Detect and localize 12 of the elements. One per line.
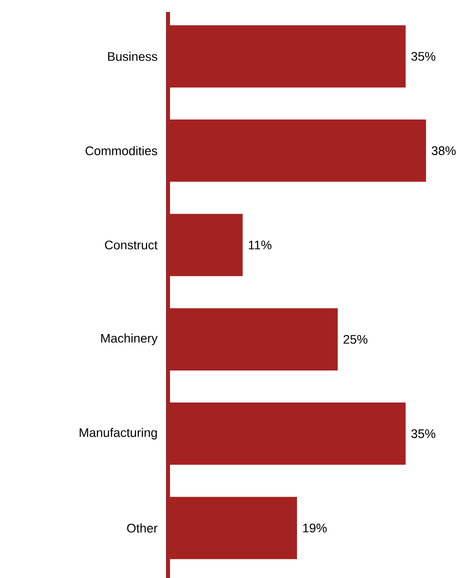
- data-label: 11%: [248, 240, 272, 250]
- y-tick-label: Construct: [104, 240, 158, 250]
- data-label: 38%: [432, 146, 456, 156]
- y-tick-label: Other: [127, 523, 158, 533]
- data-label: 35%: [411, 429, 436, 438]
- y-tick-label: Machinery: [101, 334, 158, 346]
- y-tick-label: Commodities: [86, 146, 158, 156]
- data-label: 25%: [344, 334, 368, 344]
- data-label: 35%: [411, 52, 436, 61]
- y-tick-label: Business: [108, 52, 158, 61]
- data-label: 19%: [303, 524, 327, 532]
- y-tick-label: Manufacturing: [80, 428, 157, 440]
